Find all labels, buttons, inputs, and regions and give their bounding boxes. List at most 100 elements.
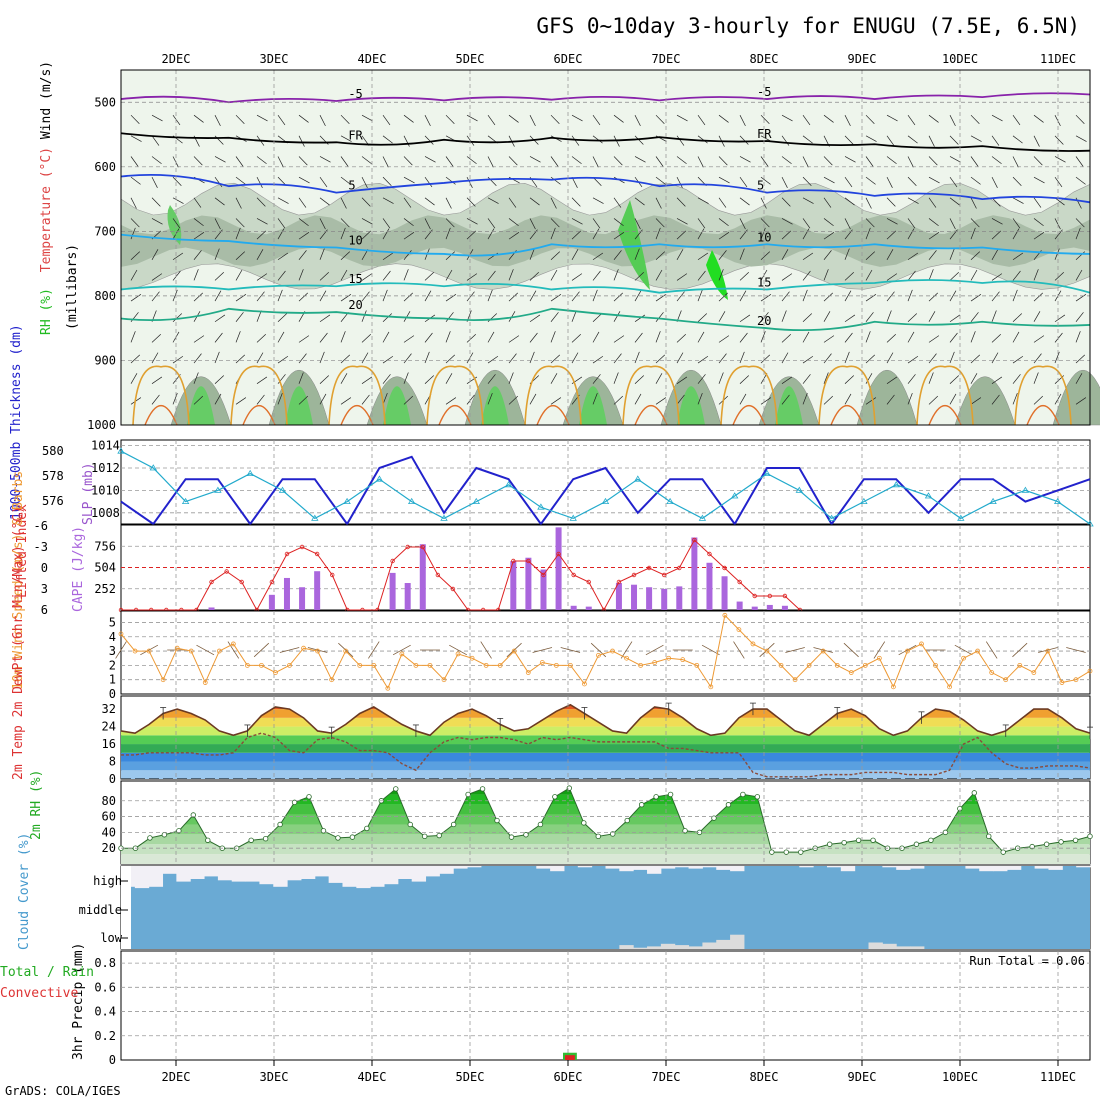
barb-29: [739, 115, 746, 127]
wind-point-3: [160, 677, 166, 683]
cloud-high-gap-14: [314, 866, 330, 877]
barb-31: [781, 114, 793, 122]
upper-ytick-1000: 1000: [87, 418, 116, 432]
wind-point-41: [694, 662, 700, 668]
barb-681: [907, 393, 913, 405]
barb-187: [193, 197, 202, 208]
thickness-ytick-576: 576: [42, 494, 64, 508]
wind-point-44: [736, 627, 742, 633]
barb-448: [844, 290, 852, 302]
cloud-high-gap-2: [148, 866, 164, 887]
cloud-high-gap-22: [425, 866, 440, 877]
li-ytick--3: -3: [34, 540, 48, 554]
dewpoint-line: [121, 732, 1091, 778]
wind-point-19: [385, 685, 391, 691]
barb-423: [319, 290, 327, 302]
wind-barb-26: [480, 641, 492, 659]
barb-34: [844, 115, 851, 127]
barb-11: [361, 114, 373, 122]
barb-238: [298, 218, 309, 226]
barb-14: [424, 115, 431, 127]
barb-684: [970, 397, 982, 405]
wind-ytick-3: 3: [109, 644, 116, 658]
footer-credit: GrADS: COLA/IGES: [5, 1084, 121, 1098]
cloud-high-gap-21: [411, 866, 427, 882]
barb-653: [319, 393, 327, 405]
wind-point-16: [343, 648, 349, 654]
barb-638: [970, 373, 978, 384]
barb-323: [151, 249, 159, 260]
barb-226: [1012, 197, 1024, 204]
rh-point-36: [638, 802, 645, 808]
rh-ytick-60: 60: [102, 810, 116, 824]
barb-689: [1075, 397, 1087, 405]
barb-140: [172, 176, 182, 186]
barb-610: [382, 374, 391, 384]
top-date-11DEC: 11DEC: [1040, 52, 1076, 66]
barb-221: [907, 197, 919, 204]
barb-0: [130, 114, 140, 125]
barb-591: [949, 351, 955, 364]
wind-point-52: [848, 670, 854, 675]
wind-barb-12: [279, 647, 300, 653]
thickness-point-17: [666, 497, 674, 505]
barb-149: [361, 176, 368, 188]
rh-point-26: [494, 817, 500, 824]
barb-354: [802, 252, 814, 261]
cape-bar-44: [781, 605, 788, 610]
barb-507: [151, 333, 162, 343]
contour-label2-FR: FR: [757, 127, 772, 141]
rh-point-23: [450, 821, 457, 828]
barb-366: [1054, 248, 1060, 260]
barb-362: [970, 251, 981, 261]
cape-bar-36: [661, 588, 668, 610]
barb-306: [760, 227, 766, 240]
cloud-high-gap-18: [370, 866, 385, 887]
barb-666: [592, 393, 598, 405]
barb-374: [256, 273, 268, 281]
rh-point-14: [320, 828, 327, 834]
wind-barb-56: [898, 644, 917, 656]
cape-bar-42: [751, 606, 758, 610]
barb-472: [382, 313, 393, 322]
bottom-date-2DEC: 2DEC: [162, 1070, 191, 1084]
barb-492: [802, 313, 813, 322]
li-point-35: [646, 565, 652, 571]
barb-654: [340, 397, 352, 405]
barb-419: [235, 294, 247, 302]
temp-band-4: [121, 735, 1090, 745]
cape-bar-28: [540, 569, 547, 610]
barb-383: [445, 269, 453, 281]
contour-label-20: 20: [348, 298, 362, 312]
wind-barb-16: [338, 642, 354, 658]
barb-502: [1012, 313, 1023, 322]
wind-point-14: [315, 648, 321, 654]
barb-173: [865, 176, 876, 185]
barb-446: [802, 289, 808, 302]
barb-253: [613, 218, 624, 226]
barb-169: [781, 176, 788, 188]
wind-point-58: [933, 662, 938, 668]
barb-286: [340, 227, 346, 240]
contour-label-5: 5: [348, 179, 355, 193]
barb-185: [151, 197, 161, 207]
barb-272: [1012, 218, 1021, 229]
thickness-point-2: [181, 497, 190, 505]
barb-453: [949, 290, 957, 302]
barb-70: [634, 135, 644, 145]
wind-point-29: [525, 670, 531, 675]
barb-207: [613, 197, 622, 208]
barb-667: [613, 395, 624, 405]
contour--5: [120, 92, 1091, 104]
barb-270: [970, 218, 980, 228]
top-date-5DEC: 5DEC: [456, 52, 485, 66]
barb-133: [991, 156, 1002, 165]
cloud-high-gap-24: [453, 866, 468, 869]
cape-bar-40: [721, 576, 728, 610]
rh-point-3: [161, 832, 168, 838]
barb-131: [949, 156, 961, 163]
barb-652: [298, 395, 309, 405]
wind-point-6: [202, 680, 208, 685]
barb-317: [991, 230, 1002, 240]
cloud-low-37: [633, 947, 648, 949]
